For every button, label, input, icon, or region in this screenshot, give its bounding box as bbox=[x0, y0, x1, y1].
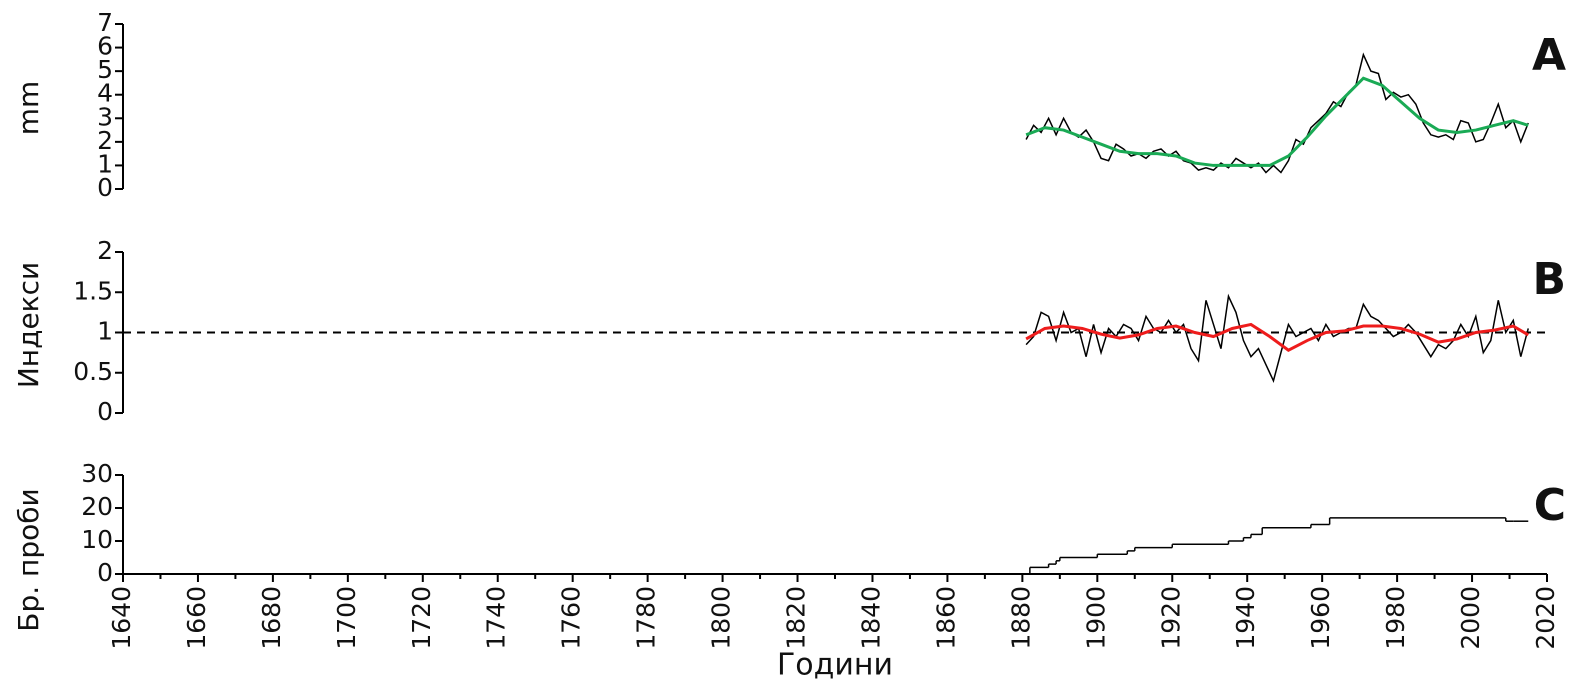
x-tick-label: 2020 bbox=[1531, 586, 1560, 650]
series-line bbox=[1025, 52, 1529, 174]
y-tick-label: 20 bbox=[81, 492, 113, 521]
x-tick-label: 1980 bbox=[1381, 586, 1410, 650]
x-tick-label: 1720 bbox=[407, 586, 436, 650]
series-line bbox=[1025, 76, 1529, 167]
y-axis-label: mm bbox=[12, 81, 45, 136]
y-tick-label: 5 bbox=[97, 55, 113, 84]
series-line bbox=[1025, 293, 1529, 383]
y-tick-label: 1 bbox=[97, 149, 113, 178]
x-tick-label: 1960 bbox=[1306, 586, 1335, 650]
panel-label: A bbox=[1532, 30, 1566, 81]
x-tick-label: 1780 bbox=[632, 586, 661, 650]
panel-label: C bbox=[1534, 480, 1566, 531]
y-tick-label: 0 bbox=[97, 558, 113, 587]
y-axis-label: Бр. проби bbox=[12, 488, 45, 631]
y-tick-label: 0 bbox=[97, 397, 113, 426]
x-tick-label: 1660 bbox=[182, 586, 211, 650]
y-tick-label: 7 bbox=[97, 8, 113, 37]
y-tick-label: 30 bbox=[81, 459, 113, 488]
y-tick-label: 2 bbox=[97, 236, 113, 265]
x-tick-label: 1920 bbox=[1156, 586, 1185, 650]
x-tick-label: 1740 bbox=[482, 586, 511, 650]
y-tick-label: 3 bbox=[97, 102, 113, 131]
y-tick-label: 1 bbox=[97, 317, 113, 346]
y-tick-label: 6 bbox=[97, 32, 113, 61]
x-tick-label: 1760 bbox=[557, 586, 586, 650]
y-tick-label: 10 bbox=[81, 525, 113, 554]
panel-label: B bbox=[1532, 254, 1566, 305]
y-tick-label: 0.5 bbox=[73, 357, 113, 386]
y-tick-label: 4 bbox=[97, 79, 113, 108]
x-tick-label: 1800 bbox=[707, 586, 736, 650]
x-tick-label: 2000 bbox=[1456, 586, 1485, 650]
x-tick-label: 1820 bbox=[782, 586, 811, 650]
y-tick-label: 0 bbox=[97, 173, 113, 202]
y-tick-label: 2 bbox=[97, 126, 113, 155]
x-tick-label: 1860 bbox=[931, 586, 960, 650]
x-tick-label: 1880 bbox=[1006, 586, 1035, 650]
y-tick-label: 1.5 bbox=[73, 276, 113, 305]
series-line bbox=[1025, 322, 1530, 352]
x-tick-label: 1680 bbox=[257, 586, 286, 650]
x-tick-label: 1640 bbox=[107, 586, 136, 650]
x-tick-label: 1700 bbox=[332, 586, 361, 650]
y-axis-label: Индекси bbox=[12, 262, 45, 388]
x-tick-label: 1840 bbox=[856, 586, 885, 650]
x-axis-label: Години bbox=[777, 648, 893, 683]
x-tick-label: 1940 bbox=[1231, 586, 1260, 650]
x-tick-label: 1900 bbox=[1081, 586, 1110, 650]
